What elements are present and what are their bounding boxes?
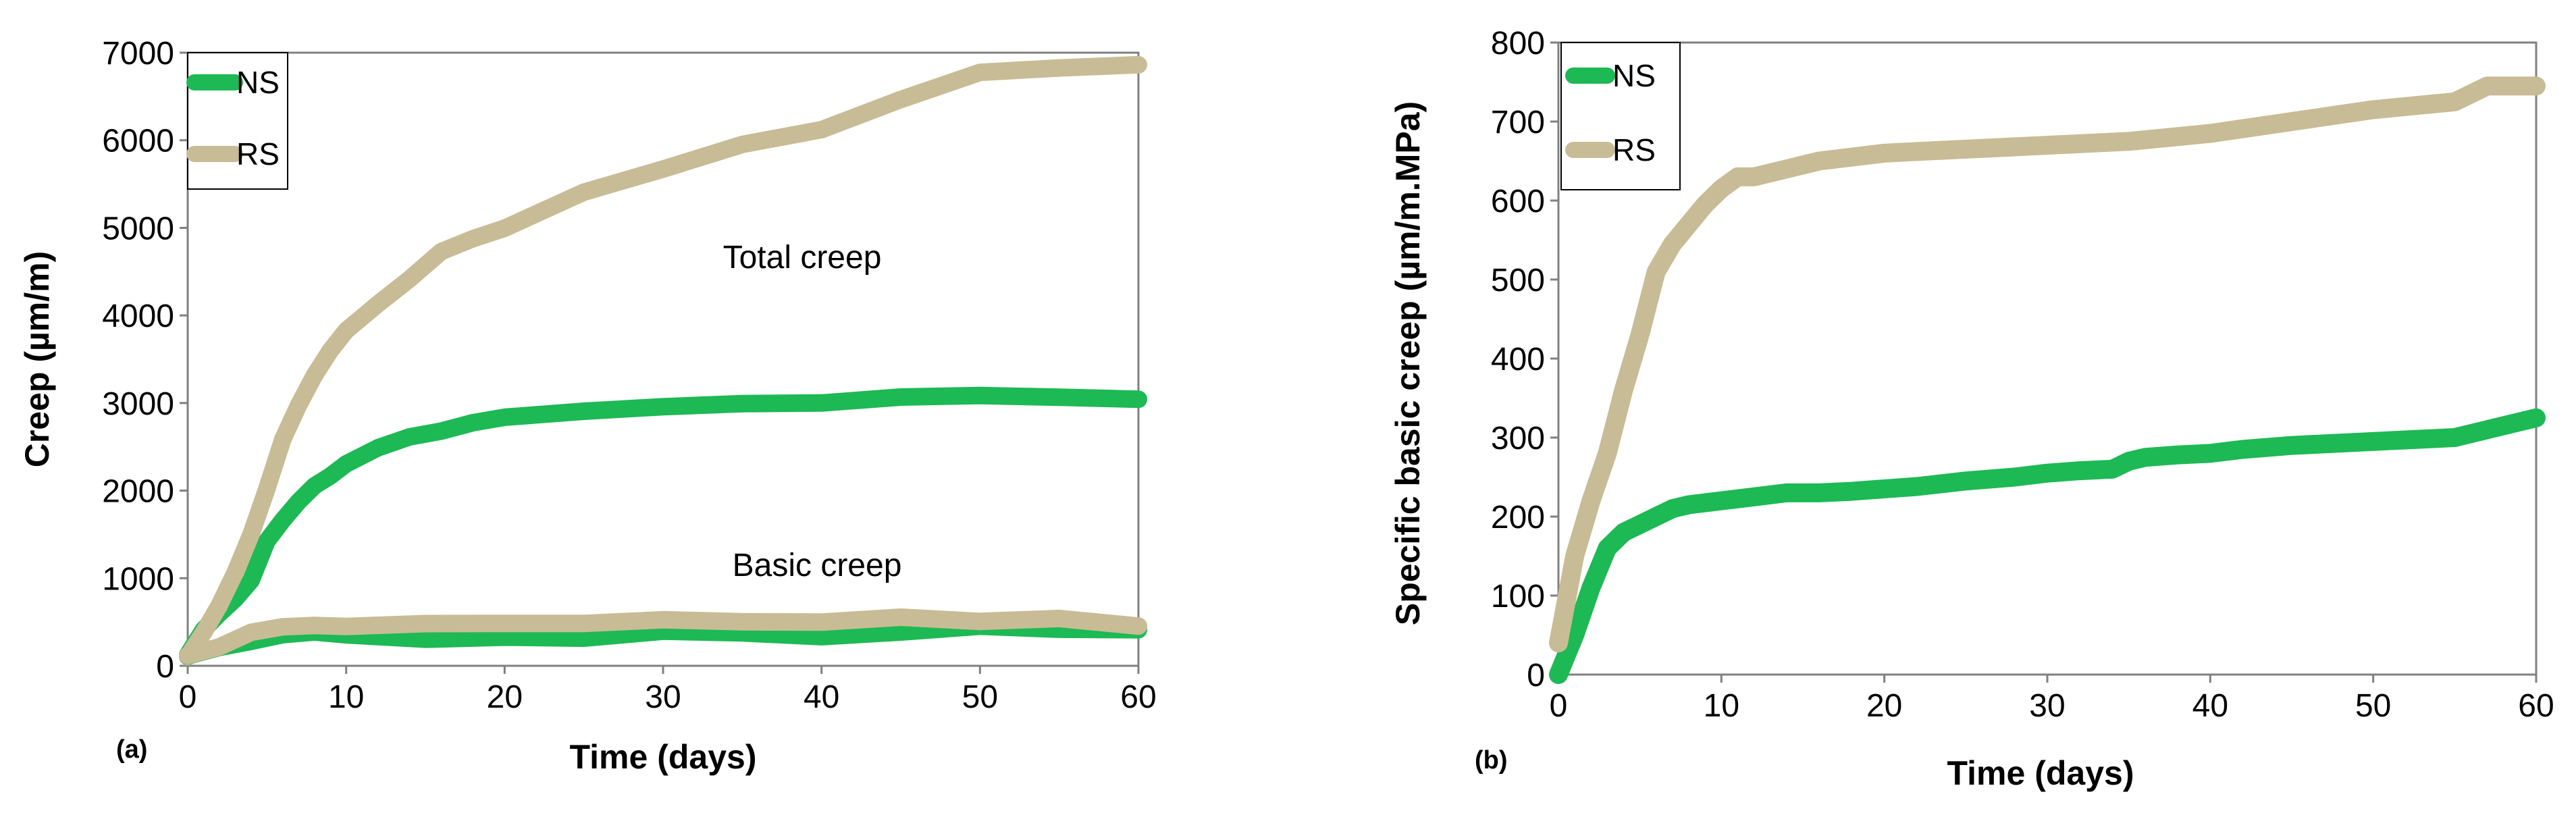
legend-label-rs-a: RS [236, 136, 280, 172]
chart-panel-a: 0 1000 2000 3000 4000 5000 6000 7000 0 10 20 30 40 5… [18, 36, 1157, 776]
x-tick-label-a-20: 20 [487, 679, 523, 715]
y-tick-label-a-4000: 4000 [102, 298, 174, 334]
y-tick-label-a-3000: 3000 [102, 386, 174, 422]
x-axis-title-a: Time (days) [570, 738, 757, 776]
x-ticks-a: 0 10 20 30 40 50 60 [179, 666, 1157, 715]
y-tick-label-b-200: 200 [1491, 500, 1545, 535]
series-line-a-total-ns [179, 386, 1147, 664]
y-tick-label-a-1000: 1000 [102, 561, 174, 597]
x-tick-label-b-30: 30 [2029, 688, 2065, 724]
legend-box-b [1560, 42, 1681, 190]
y-ticks-a: 0 1000 2000 3000 4000 5000 6000 7000 [102, 36, 188, 685]
legend-label-ns-a: NS [236, 65, 280, 100]
x-tick-label-a-10: 10 [328, 679, 364, 715]
y-tick-label-b-0: 0 [1527, 658, 1545, 693]
y-tick-label-b-300: 300 [1491, 421, 1545, 456]
y-tick-label-a-0: 0 [156, 649, 174, 685]
y-tick-label-b-100: 100 [1491, 579, 1545, 614]
y-axis-title-b: Specific basic creep (µm/m.MPa) [1389, 101, 1427, 625]
y-tick-label-a-5000: 5000 [102, 211, 174, 246]
x-axis-title-b: Time (days) [1947, 754, 2134, 792]
y-tick-label-a-2000: 2000 [102, 474, 174, 510]
legend-a: NS RS [186, 52, 288, 190]
y-tick-label-b-800: 800 [1491, 26, 1545, 61]
series-line-a-total-rs [179, 55, 1147, 666]
y-tick-label-b-700: 700 [1491, 105, 1545, 140]
y-tick-label-b-500: 500 [1491, 263, 1545, 298]
x-tick-label-b-60: 60 [2518, 688, 2554, 724]
annotation-basic-creep: Basic creep [733, 548, 902, 583]
x-tick-label-b-40: 40 [2192, 688, 2228, 724]
series-line-a-basic-rs [179, 608, 1147, 664]
legend-label-ns-b: NS [1612, 58, 1656, 93]
series-lines-a [179, 55, 1147, 666]
y-tick-label-a-6000: 6000 [102, 124, 174, 159]
series-line-b-rs [1549, 76, 2546, 653]
legend-b: NS RS [1560, 42, 1681, 190]
y-tick-label-a-7000: 7000 [102, 36, 174, 72]
y-tick-label-b-600: 600 [1491, 184, 1545, 219]
y-ticks-b: 0 100 200 300 400 500 600 700 800 [1491, 26, 1558, 693]
legend-label-rs-b: RS [1612, 132, 1656, 167]
panel-label-b: (b) [1475, 746, 1508, 775]
x-tick-label-b-10: 10 [1704, 688, 1739, 724]
panel-label-a: (a) [116, 735, 147, 764]
x-tick-label-b-20: 20 [1866, 688, 1902, 724]
x-tick-label-b-0: 0 [1550, 688, 1568, 724]
x-tick-label-b-50: 50 [2355, 688, 2391, 724]
annotation-total-creep: Total creep [723, 240, 882, 276]
x-tick-label-a-0: 0 [179, 679, 197, 715]
x-tick-label-a-40: 40 [804, 679, 839, 715]
x-ticks-b: 0 10 20 30 40 50 60 [1550, 675, 2554, 724]
y-tick-label-b-400: 400 [1491, 342, 1545, 377]
x-tick-label-a-60: 60 [1120, 679, 1156, 715]
y-axis-title-a: Creep (µm/m) [18, 251, 56, 468]
series-lines-b [1549, 76, 2546, 684]
x-tick-label-a-30: 30 [645, 679, 681, 715]
x-tick-label-a-50: 50 [962, 679, 998, 715]
series-line-b-ns [1549, 408, 2546, 684]
